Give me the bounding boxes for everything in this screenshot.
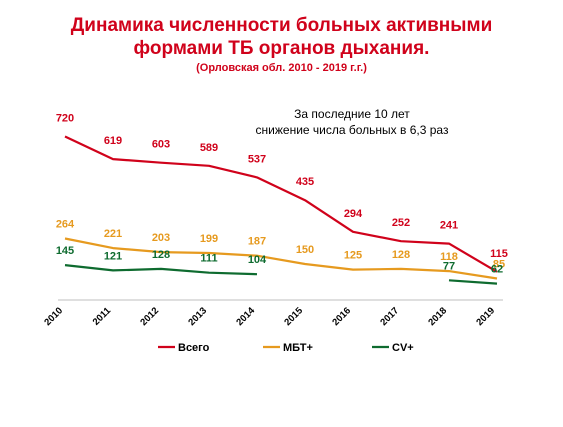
data-label-total-2018: 241 [440, 220, 458, 232]
series-line-cv-2 [448, 279, 498, 285]
data-label-total-2010: 720 [56, 113, 74, 125]
x-tick-label-2013: 2013 [186, 305, 209, 328]
data-label-cv-2018: 77 [443, 260, 455, 272]
data-label-mbt-2015: 150 [296, 244, 314, 256]
x-tick-label-2018: 2018 [426, 305, 449, 328]
data-label-cv-2011: 121 [104, 250, 122, 262]
data-label-cv-2013: 111 [200, 253, 217, 265]
x-tick-label-2014: 2014 [234, 305, 257, 328]
data-label-mbt-2013: 199 [200, 233, 218, 245]
series-line-cv-1 [64, 264, 258, 276]
data-label-cv-2014: 104 [248, 254, 267, 266]
chart-title-line2: формами ТБ органов дыхания. [133, 38, 430, 59]
title-block: Динамика численности больных активными ф… [0, 14, 563, 75]
x-tick-label-2011: 2011 [91, 305, 114, 328]
x-tick-label-2012: 2012 [138, 305, 161, 328]
annotation: За последние 10 лет снижение числа больн… [237, 106, 467, 138]
data-label-total-2016: 294 [344, 208, 363, 220]
legend-label-cv: CV+ [392, 342, 414, 354]
data-label-mbt-2014: 187 [248, 236, 266, 248]
legend-label-total: Всего [178, 342, 210, 354]
data-label-mbt-2010: 264 [56, 219, 75, 231]
x-tick-label-2016: 2016 [330, 305, 353, 328]
data-label-mbt-2017: 128 [392, 249, 410, 261]
data-label-cv-2010: 145 [56, 245, 74, 257]
data-label-total-2011: 619 [104, 135, 122, 147]
series-line-mbt [64, 237, 498, 280]
data-label-mbt-2019: 85 [493, 259, 505, 271]
x-tick-label-2017: 2017 [378, 305, 401, 328]
chart-title-line1: Динамика численности больных активными [70, 15, 493, 36]
data-label-total-2015: 435 [296, 176, 314, 188]
annotation-line2: снижение числа больных в 6,3 раз [255, 123, 449, 137]
series-line-total [64, 135, 498, 273]
chart-subtitle: (Орловская обл. 2010 - 2019 г.г.) [196, 62, 367, 74]
x-tick-label-2019: 2019 [474, 305, 497, 328]
data-label-total-2013: 589 [200, 142, 218, 154]
x-tick-label-2015: 2015 [282, 305, 305, 328]
data-label-cv-2012: 128 [152, 249, 170, 261]
data-label-mbt-2012: 203 [152, 232, 170, 244]
x-tick-label-2010: 2010 [42, 305, 65, 328]
data-label-mbt-2018: 118 [440, 251, 458, 263]
data-label-mbt-2011: 221 [104, 228, 122, 240]
data-label-total-2014: 537 [248, 153, 266, 165]
data-label-total-2012: 603 [152, 139, 170, 151]
legend-label-mbt: МБТ+ [283, 342, 313, 354]
data-label-total-2017: 252 [392, 217, 410, 229]
data-label-total-2019: 115 [490, 248, 508, 260]
data-label-cv-2019: 62 [491, 264, 503, 276]
data-label-mbt-2016: 125 [344, 250, 362, 262]
annotation-line1: За последние 10 лет [294, 107, 410, 121]
